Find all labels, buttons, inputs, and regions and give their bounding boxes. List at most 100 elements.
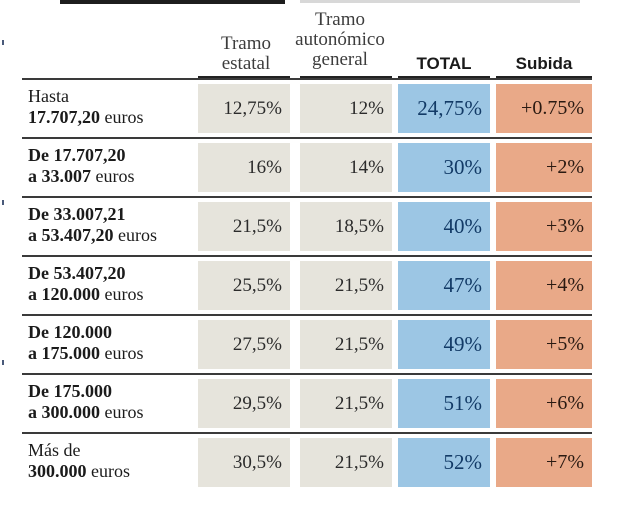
row-label-amount: 300.000 <box>28 461 87 481</box>
row-label-unit: euros <box>91 166 135 186</box>
row-label-line2: a 53.407,20 euros <box>28 225 157 246</box>
row-label-amount: a 53.407,20 <box>28 225 114 245</box>
row-label-line1: De 33.007,21 <box>28 204 157 225</box>
cell-estatal: 21,5% <box>198 202 290 251</box>
cell-subida: +5% <box>496 320 592 369</box>
header-estatal: Tramo estatal <box>196 34 296 74</box>
row-label: De 17.707,20 a 33.007 euros <box>28 145 135 187</box>
cell-estatal: 16% <box>198 143 290 192</box>
row-label-line2: a 120.000 euros <box>28 284 144 305</box>
header-autonomico-line1: Tramo <box>315 9 365 30</box>
cell-total: 52% <box>398 438 490 487</box>
cell-subida: +2% <box>496 143 592 192</box>
table-row: De 120.000 a 175.000 euros 27,5% 21,5% 4… <box>22 316 592 373</box>
row-label: De 53.407,20 a 120.000 euros <box>28 263 144 305</box>
cell-estatal: 27,5% <box>198 320 290 369</box>
cell-estatal: 29,5% <box>198 379 290 428</box>
row-divider <box>22 196 592 198</box>
row-divider <box>22 78 592 80</box>
cell-autonomico: 21,5% <box>300 320 392 369</box>
row-divider <box>22 255 592 257</box>
row-label-from: De 17.707,20 <box>28 145 126 165</box>
row-label-from: De 33.007,21 <box>28 204 126 224</box>
row-label: De 175.000 a 300.000 euros <box>28 381 144 423</box>
header-underline-total <box>398 76 490 78</box>
cell-total: 51% <box>398 379 490 428</box>
row-label-unit: euros <box>100 107 144 127</box>
cell-estatal: 25,5% <box>198 261 290 310</box>
header-total: TOTAL <box>416 54 472 73</box>
row-label-from: De 53.407,20 <box>28 263 126 283</box>
row-label: De 33.007,21 a 53.407,20 euros <box>28 204 157 246</box>
header-autonomico: Tramo autonómico general <box>290 10 390 70</box>
row-label: Hasta 17.707,20 euros <box>28 86 144 128</box>
header-underline-subida <box>496 76 592 78</box>
row-label-line1: De 17.707,20 <box>28 145 135 166</box>
table-row: Más de 300.000 euros 30,5% 21,5% 52% +7% <box>22 434 592 491</box>
table-row: De 53.407,20 a 120.000 euros 25,5% 21,5%… <box>22 257 592 314</box>
cell-estatal: 12,75% <box>198 84 290 133</box>
row-label-line2: a 300.000 euros <box>28 402 144 423</box>
cell-total: 30% <box>398 143 490 192</box>
row-label-amount: a 175.000 <box>28 343 100 363</box>
left-edge-mark <box>2 40 4 45</box>
row-divider <box>22 432 592 434</box>
header-underline-autonomico <box>300 76 392 78</box>
header-estatal-line1: Tramo <box>221 33 271 54</box>
cell-subida: +4% <box>496 261 592 310</box>
cell-total: 24,75% <box>398 84 490 133</box>
cell-total: 47% <box>398 261 490 310</box>
row-label-amount: a 33.007 <box>28 166 91 186</box>
cropped-title-fragment-2 <box>300 0 580 3</box>
row-label-line1: De 53.407,20 <box>28 263 144 284</box>
cell-subida: +0.75% <box>496 84 592 133</box>
cropped-title-fragment <box>60 0 285 4</box>
table-row: De 33.007,21 a 53.407,20 euros 21,5% 18,… <box>22 198 592 255</box>
row-label-unit: euros <box>100 402 144 422</box>
cell-total: 49% <box>398 320 490 369</box>
row-label-line2: 300.000 euros <box>28 461 130 482</box>
row-label-from: De 120.000 <box>28 322 112 342</box>
row-label-amount: a 120.000 <box>28 284 100 304</box>
row-label-line1: Hasta <box>28 86 69 106</box>
cell-subida: +3% <box>496 202 592 251</box>
row-label-unit: euros <box>100 284 144 304</box>
row-label-line2: 17.707,20 euros <box>28 107 144 128</box>
row-divider <box>22 314 592 316</box>
row-divider <box>22 373 592 375</box>
left-edge-mark <box>2 200 4 205</box>
cell-autonomico: 21,5% <box>300 261 392 310</box>
cell-autonomico: 21,5% <box>300 379 392 428</box>
header-estatal-line2: estatal <box>221 53 271 74</box>
cell-autonomico: 18,5% <box>300 202 392 251</box>
top-title-strip <box>0 0 644 6</box>
cell-autonomico: 21,5% <box>300 438 392 487</box>
row-label-unit: euros <box>113 225 157 245</box>
row-label-line1: De 175.000 <box>28 381 144 402</box>
cell-subida: +7% <box>496 438 592 487</box>
row-label-line2: a 175.000 euros <box>28 343 144 364</box>
cell-autonomico: 14% <box>300 143 392 192</box>
header-autonomico-line3: general <box>312 49 368 70</box>
row-label-amount: a 300.000 <box>28 402 100 422</box>
table-row: De 175.000 a 300.000 euros 29,5% 21,5% 5… <box>22 375 592 432</box>
cell-estatal: 30,5% <box>198 438 290 487</box>
row-label-amount: 17.707,20 <box>28 107 100 127</box>
row-divider <box>22 137 592 139</box>
header-autonomico-line2: autonómico <box>295 29 385 50</box>
header-underline-estatal <box>198 76 290 78</box>
cell-autonomico: 12% <box>300 84 392 133</box>
row-label-line2: a 33.007 euros <box>28 166 135 187</box>
row-label: De 120.000 a 175.000 euros <box>28 322 144 364</box>
left-edge-mark <box>2 360 4 365</box>
table-row: Hasta 17.707,20 euros 12,75% 12% 24,75% … <box>22 80 592 137</box>
table-row: De 17.707,20 a 33.007 euros 16% 14% 30% … <box>22 139 592 196</box>
row-label: Más de 300.000 euros <box>28 440 130 482</box>
cell-subida: +6% <box>496 379 592 428</box>
row-label-unit: euros <box>100 343 144 363</box>
cell-total: 40% <box>398 202 490 251</box>
header-subida: Subida <box>515 54 573 73</box>
row-label-line1: De 120.000 <box>28 322 144 343</box>
row-label-unit: euros <box>86 461 130 481</box>
row-label-line1: Más de <box>28 440 81 460</box>
